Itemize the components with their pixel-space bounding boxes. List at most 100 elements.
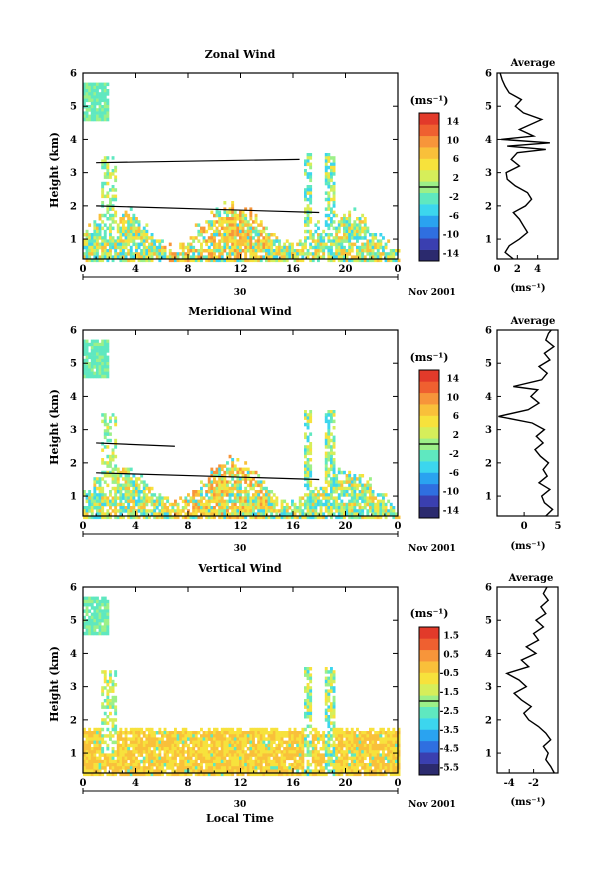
heatmap-cell — [106, 426, 110, 430]
heatmap-cell — [124, 229, 128, 234]
heatmap-cell — [332, 156, 336, 160]
heatmap-cell — [129, 467, 133, 472]
heatmap-cell — [98, 496, 102, 500]
heatmap-cell — [158, 753, 162, 757]
heatmap-cell — [124, 734, 128, 738]
heatmap-cell — [83, 92, 86, 96]
heatmap-cell — [137, 233, 141, 237]
heatmap-cell — [124, 233, 128, 237]
heatmap-cell — [283, 753, 287, 757]
heatmap-cell — [330, 756, 333, 761]
heatmap-cell — [114, 718, 118, 722]
heatmap-cell — [335, 737, 339, 741]
heatmap-cell — [348, 249, 352, 253]
heatmap-cell — [111, 766, 115, 770]
heatmap-cell — [249, 772, 253, 777]
heatmap-cell — [278, 772, 281, 777]
heatmap-cell — [85, 756, 89, 761]
heatmap-cell — [324, 435, 328, 440]
heatmap-cell — [267, 753, 271, 757]
heatmap-cell — [122, 496, 125, 500]
heatmap-cell — [278, 743, 281, 748]
heatmap-cell — [116, 509, 120, 513]
average-x-tick-label: 4 — [534, 264, 541, 275]
heatmap-cell — [376, 245, 380, 250]
heatmap-cell — [272, 252, 276, 256]
heatmap-cell — [241, 474, 245, 478]
heatmap-cell — [114, 502, 118, 507]
heatmap-cell — [111, 213, 115, 218]
heatmap-cell — [220, 759, 224, 764]
heatmap-cell — [322, 737, 326, 741]
heatmap-cell — [101, 413, 105, 417]
heatmap-cell — [101, 625, 105, 629]
heatmap-cell — [337, 242, 341, 247]
heatmap-cell — [137, 226, 141, 231]
heatmap-cell — [306, 458, 310, 462]
heatmap-cell — [356, 747, 359, 751]
heatmap-cell — [148, 490, 151, 494]
heatmap-cell — [210, 239, 214, 243]
heatmap-cell — [163, 249, 167, 253]
heatmap-cell — [119, 490, 123, 494]
heatmap-cell — [228, 233, 232, 237]
heatmap-cell — [275, 249, 279, 253]
heatmap-cell — [371, 743, 375, 748]
heatmap-cell — [285, 756, 289, 761]
heatmap-cell — [98, 753, 102, 757]
heatmap-cell — [350, 483, 354, 488]
heatmap-cell — [275, 759, 279, 764]
heatmap-cell — [90, 358, 94, 363]
heatmap-cell — [397, 515, 401, 520]
heatmap-cell — [249, 509, 253, 513]
heatmap-cell — [322, 490, 326, 494]
heatmap-cell — [223, 239, 227, 243]
heatmap-cell — [395, 766, 398, 770]
heatmap-cell — [148, 486, 151, 491]
heatmap-cell — [319, 759, 323, 764]
average-frame — [496, 72, 559, 260]
heatmap-cell — [361, 226, 365, 231]
colorbar-swatch — [419, 752, 439, 764]
heatmap-cell — [142, 512, 146, 516]
heatmap-cell — [197, 499, 201, 504]
heatmap-cell — [363, 229, 367, 234]
heatmap-cell — [210, 493, 214, 497]
heatmap-cell — [122, 252, 125, 256]
heatmap-cell — [306, 683, 310, 687]
heatmap-cell — [231, 727, 235, 732]
heatmap-cell — [109, 454, 112, 459]
average-unit: (ms⁻¹) — [510, 797, 545, 808]
heatmap-cell — [233, 229, 237, 234]
heatmap-cell — [327, 506, 331, 510]
heatmap-cell — [101, 490, 105, 494]
heatmap-cell — [145, 515, 149, 520]
heatmap-cell — [187, 249, 190, 253]
heatmap-cell — [327, 153, 331, 157]
heatmap-cell — [132, 496, 136, 500]
heatmap-cell — [283, 731, 287, 735]
heatmap-cell — [93, 346, 97, 350]
heatmap-cell — [343, 512, 346, 516]
heatmap-cell — [254, 496, 258, 500]
colorbar-swatch — [419, 215, 439, 228]
heatmap-cell — [119, 242, 123, 247]
heatmap-cell — [340, 236, 344, 240]
heatmap-cell — [109, 207, 112, 211]
heatmap-cell — [83, 362, 86, 366]
heatmap-cell — [246, 233, 250, 237]
heatmap-cell — [369, 763, 372, 767]
heatmap-cell — [327, 451, 331, 456]
heatmap-cell — [356, 737, 359, 741]
heatmap-cell — [96, 252, 99, 256]
heatmap-cell — [233, 756, 237, 761]
heatmap-cell — [114, 766, 118, 770]
heatmap-cell — [272, 750, 276, 754]
heatmap-cell — [389, 756, 393, 761]
heatmap-cell — [176, 515, 180, 520]
heatmap-cell — [181, 515, 185, 520]
heatmap-cell — [155, 731, 159, 735]
heatmap-cell — [319, 233, 323, 237]
heatmap-cell — [106, 470, 110, 475]
heatmap-cell — [127, 480, 131, 484]
